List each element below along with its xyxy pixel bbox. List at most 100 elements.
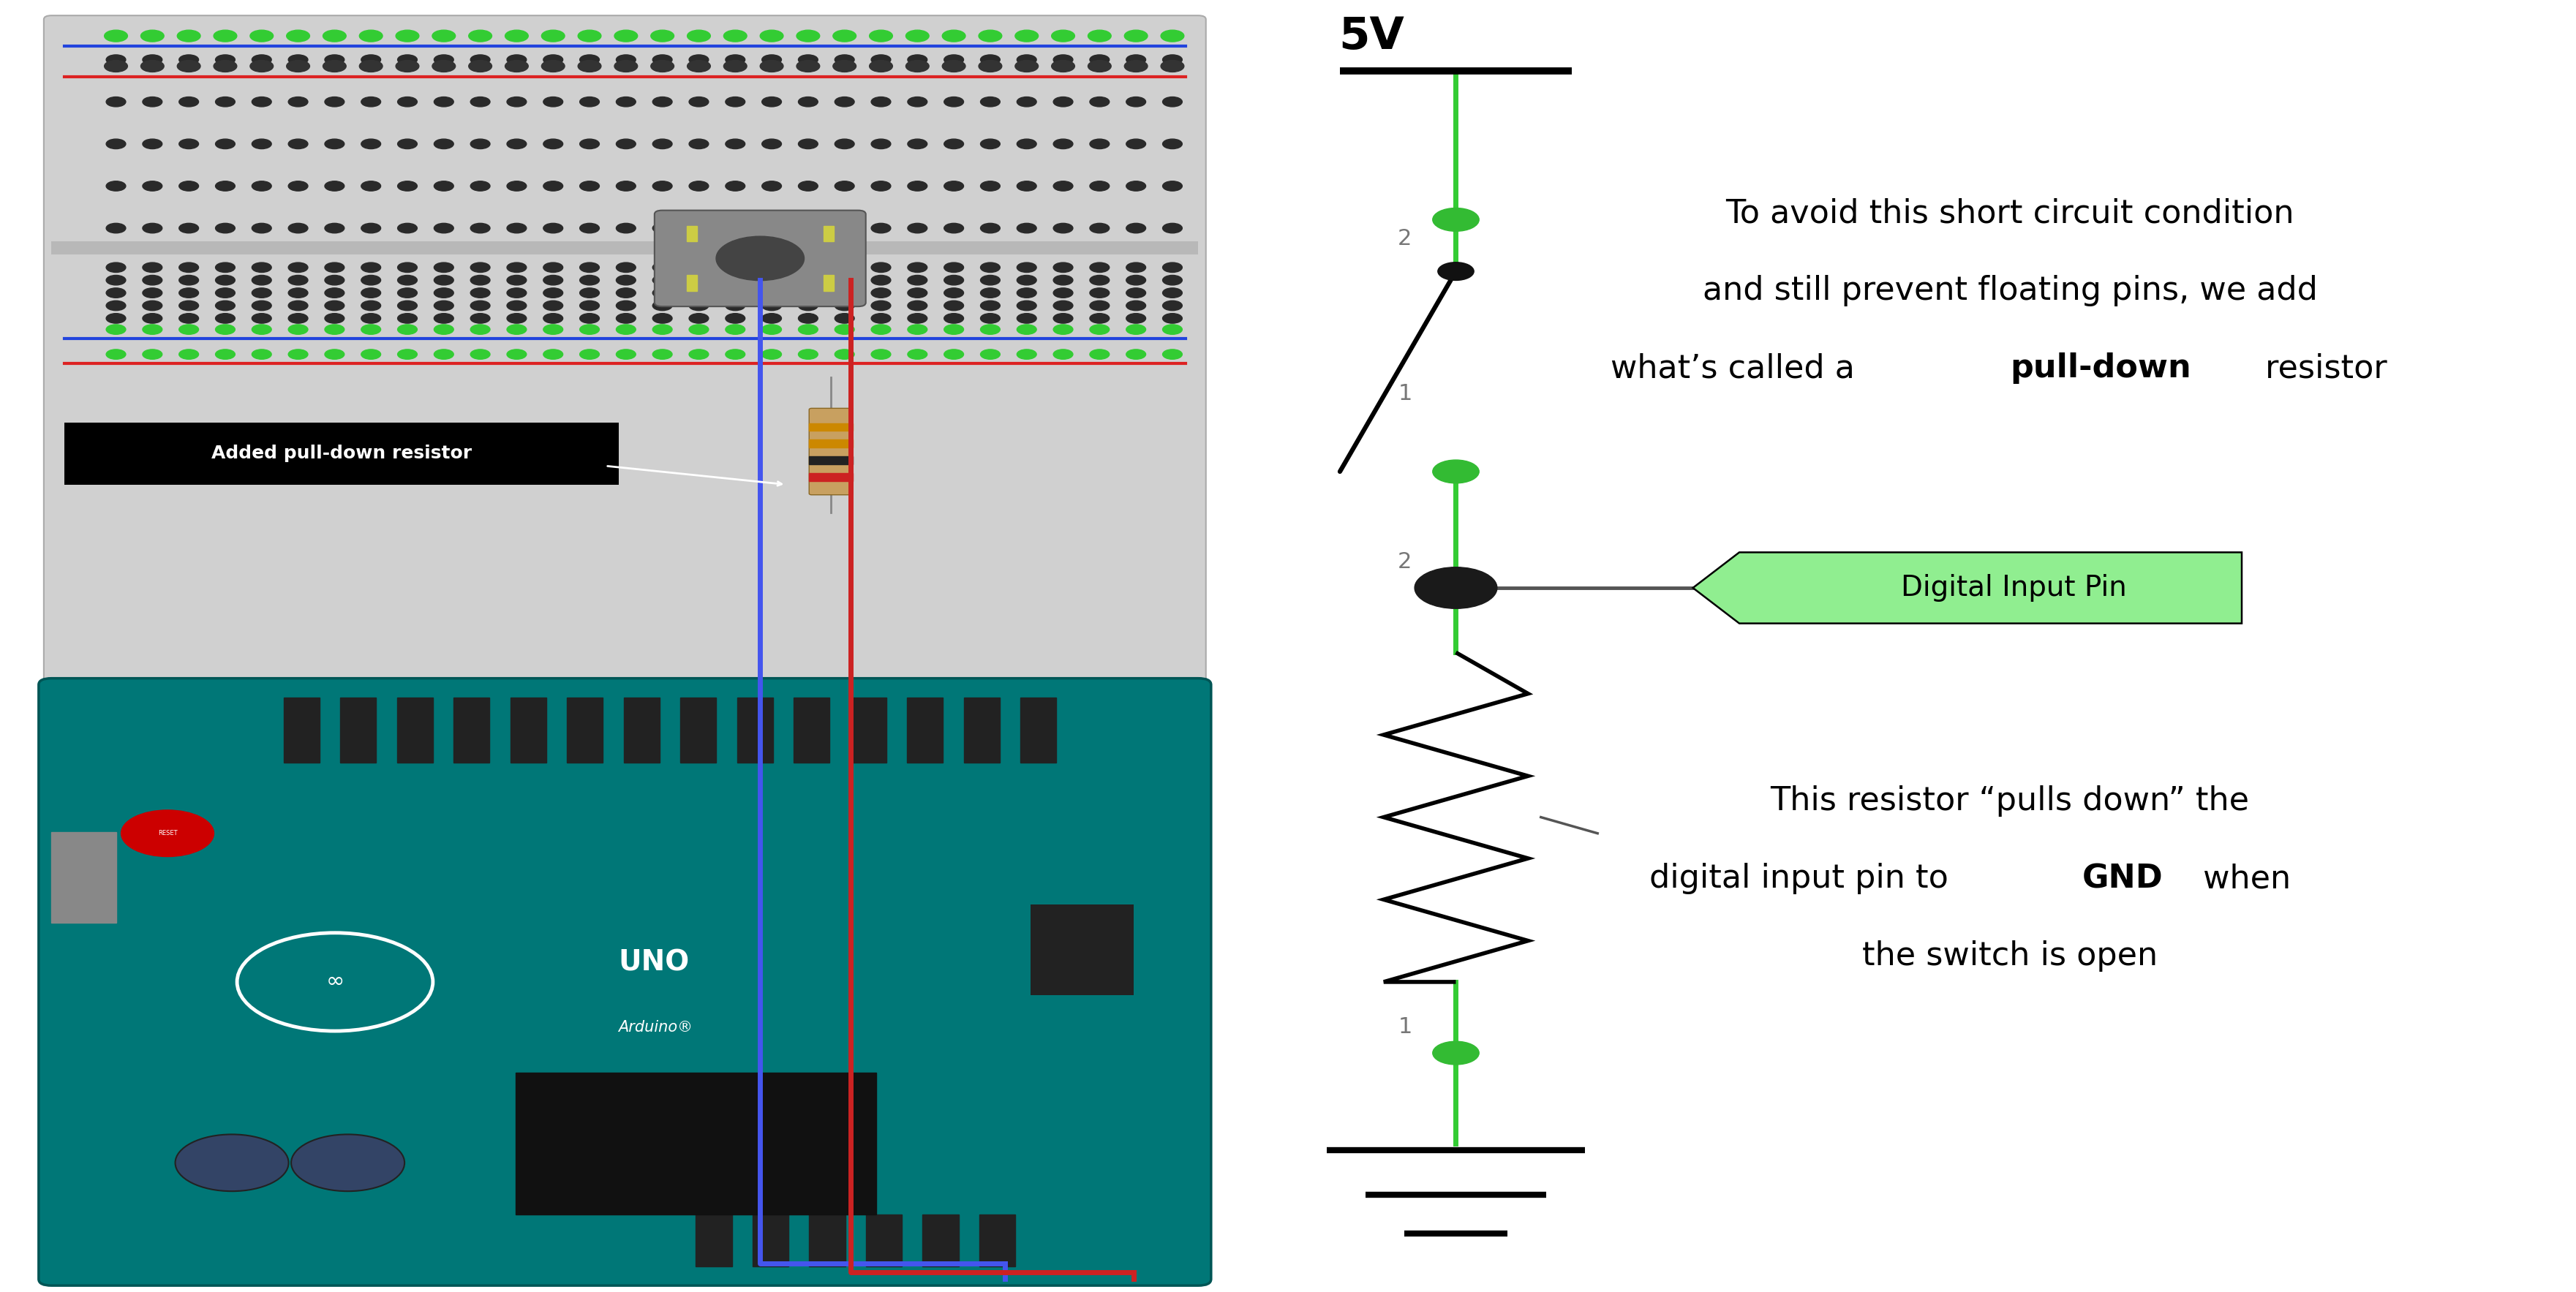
Circle shape — [943, 349, 963, 359]
Bar — [979, 1214, 1015, 1266]
Circle shape — [652, 288, 672, 297]
Circle shape — [397, 61, 420, 72]
Circle shape — [1018, 97, 1036, 107]
Circle shape — [616, 140, 636, 149]
Circle shape — [216, 314, 234, 323]
Circle shape — [1090, 301, 1110, 310]
Circle shape — [216, 97, 234, 107]
Circle shape — [762, 181, 781, 191]
Circle shape — [716, 236, 804, 280]
Circle shape — [544, 181, 562, 191]
Circle shape — [943, 61, 966, 72]
Circle shape — [688, 349, 708, 359]
Circle shape — [289, 288, 307, 297]
Circle shape — [1162, 262, 1182, 273]
Circle shape — [106, 324, 126, 335]
Circle shape — [799, 301, 817, 310]
Circle shape — [1126, 275, 1146, 286]
Circle shape — [1162, 54, 1182, 65]
Circle shape — [252, 181, 270, 191]
Circle shape — [871, 224, 891, 233]
Circle shape — [981, 324, 999, 335]
Circle shape — [907, 61, 930, 72]
Circle shape — [471, 349, 489, 359]
Circle shape — [1051, 30, 1074, 41]
Circle shape — [652, 140, 672, 149]
Circle shape — [544, 140, 562, 149]
Circle shape — [469, 61, 492, 72]
Circle shape — [216, 224, 234, 233]
Circle shape — [252, 324, 270, 335]
Circle shape — [652, 97, 672, 107]
Circle shape — [250, 61, 273, 72]
Circle shape — [835, 54, 855, 65]
Circle shape — [907, 54, 927, 65]
Bar — [1020, 698, 1056, 762]
Circle shape — [835, 349, 855, 359]
Text: 1: 1 — [1399, 1017, 1412, 1037]
Circle shape — [433, 54, 453, 65]
Circle shape — [1054, 288, 1072, 297]
Circle shape — [505, 61, 528, 72]
Circle shape — [216, 301, 234, 310]
Circle shape — [433, 140, 453, 149]
Circle shape — [580, 97, 600, 107]
Circle shape — [358, 61, 381, 72]
Circle shape — [1090, 314, 1110, 323]
Circle shape — [1018, 262, 1036, 273]
Circle shape — [361, 181, 381, 191]
Circle shape — [652, 30, 675, 41]
Circle shape — [433, 262, 453, 273]
Circle shape — [216, 349, 234, 359]
Circle shape — [943, 262, 963, 273]
Bar — [283, 698, 319, 762]
Circle shape — [1018, 349, 1036, 359]
Circle shape — [397, 262, 417, 273]
Circle shape — [762, 224, 781, 233]
Circle shape — [289, 349, 307, 359]
Circle shape — [979, 61, 1002, 72]
Circle shape — [507, 275, 526, 286]
Text: pull-down: pull-down — [2009, 353, 2190, 384]
Circle shape — [1090, 140, 1110, 149]
Circle shape — [1051, 61, 1074, 72]
Circle shape — [291, 1134, 404, 1191]
Text: what’s called a: what’s called a — [1610, 353, 1865, 384]
Circle shape — [142, 54, 162, 65]
Circle shape — [688, 181, 708, 191]
Circle shape — [106, 181, 126, 191]
Circle shape — [178, 30, 201, 41]
Circle shape — [1432, 1041, 1479, 1065]
Circle shape — [652, 224, 672, 233]
Circle shape — [832, 30, 855, 41]
Circle shape — [507, 324, 526, 335]
Circle shape — [1162, 314, 1182, 323]
Text: GND: GND — [2081, 863, 2161, 894]
Circle shape — [796, 61, 819, 72]
Circle shape — [799, 288, 817, 297]
Circle shape — [835, 140, 855, 149]
Circle shape — [471, 314, 489, 323]
Circle shape — [106, 262, 126, 273]
Circle shape — [507, 314, 526, 323]
Circle shape — [325, 97, 345, 107]
Circle shape — [1054, 275, 1072, 286]
Circle shape — [1054, 314, 1072, 323]
Circle shape — [178, 288, 198, 297]
Circle shape — [616, 181, 636, 191]
Bar — [907, 698, 943, 762]
Circle shape — [868, 30, 891, 41]
Circle shape — [688, 30, 711, 41]
Circle shape — [433, 349, 453, 359]
Circle shape — [544, 301, 562, 310]
Circle shape — [1162, 181, 1182, 191]
Circle shape — [1126, 140, 1146, 149]
Circle shape — [652, 61, 675, 72]
Circle shape — [433, 275, 453, 286]
Circle shape — [1054, 262, 1072, 273]
Circle shape — [325, 181, 345, 191]
Circle shape — [507, 54, 526, 65]
Circle shape — [544, 314, 562, 323]
Circle shape — [325, 314, 345, 323]
Circle shape — [580, 275, 600, 286]
